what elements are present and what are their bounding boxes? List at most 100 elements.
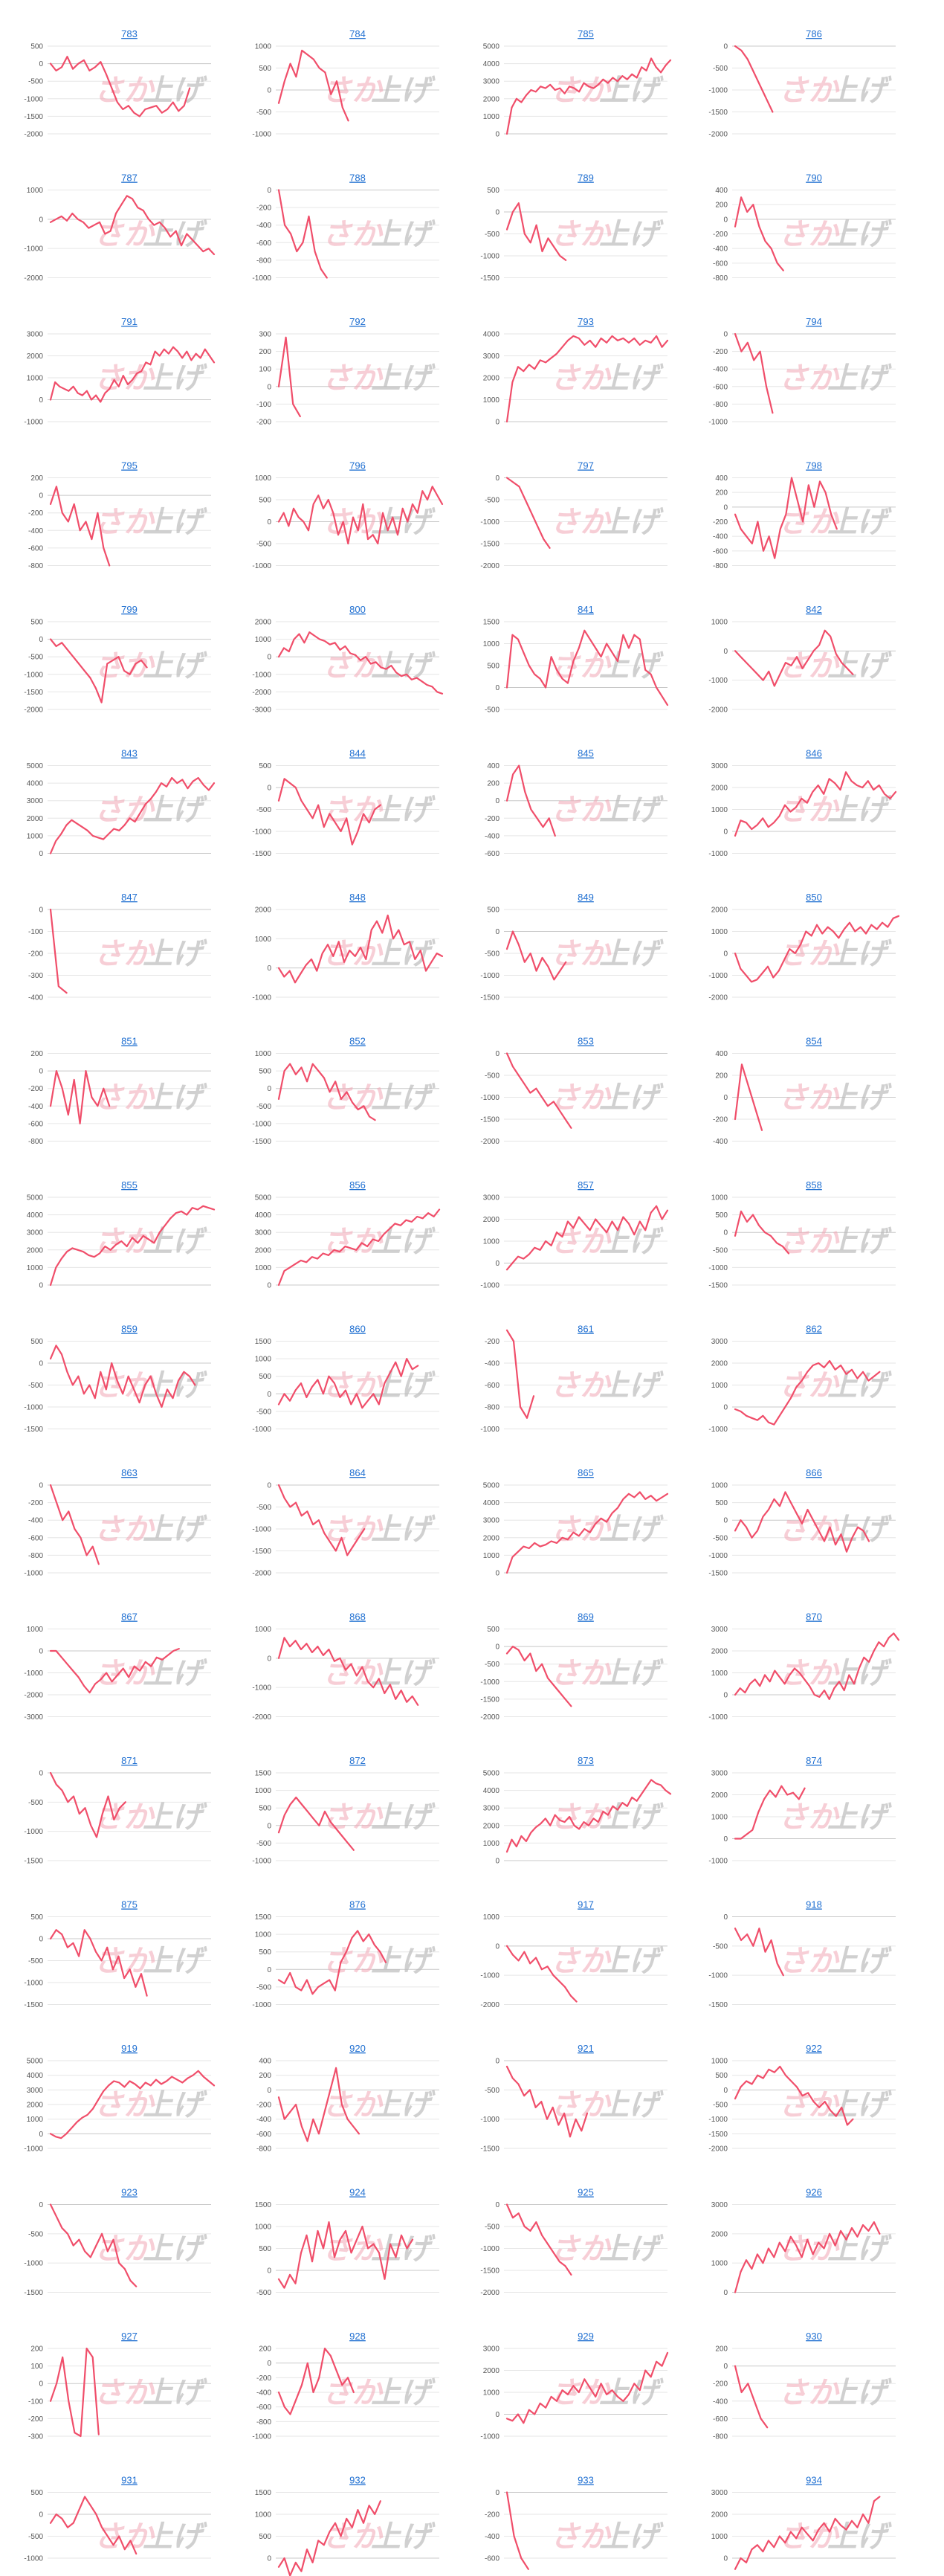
chart-title-link[interactable]: 843 (121, 748, 138, 759)
chart-title-link[interactable]: 873 (578, 1755, 594, 1766)
chart-title-link[interactable]: 791 (121, 316, 138, 327)
y-tick-label: 500 (259, 2245, 271, 2253)
chart-title-link[interactable]: 929 (578, 2331, 594, 2342)
y-tick-label: 1000 (711, 806, 728, 814)
chart-title-link[interactable]: 918 (806, 1899, 822, 1910)
chart-title-link[interactable]: 864 (349, 1467, 366, 1478)
chart-title-link[interactable]: 862 (806, 1324, 822, 1335)
y-tick-label: -500 (713, 1246, 728, 1255)
chart-title-link[interactable]: 794 (806, 316, 822, 327)
chart-title-link[interactable]: 845 (578, 748, 594, 759)
chart-title-link[interactable]: 872 (349, 1755, 366, 1766)
chart-title-link[interactable]: 861 (578, 1324, 594, 1335)
chart-title-link[interactable]: 925 (578, 2187, 594, 2198)
chart-title-link[interactable]: 874 (806, 1755, 822, 1766)
chart-title-link[interactable]: 923 (121, 2187, 138, 2198)
chart-title-link[interactable]: 931 (121, 2475, 138, 2486)
series-line (734, 1063, 763, 1131)
chart-title-link[interactable]: 796 (349, 460, 366, 471)
chart-title-link[interactable]: 844 (349, 748, 366, 759)
chart-title-link[interactable]: 795 (121, 460, 138, 471)
chart-title-link[interactable]: 860 (349, 1324, 366, 1335)
chart-title-link[interactable]: 792 (349, 316, 366, 327)
chart-title-link[interactable]: 917 (578, 1899, 594, 1910)
chart-title-link[interactable]: 858 (806, 1179, 822, 1191)
y-tick-label: 500 (259, 1948, 271, 1957)
series-line (734, 1632, 900, 1700)
chart-title-link[interactable]: 783 (121, 28, 138, 39)
y-tick-label: -2000 (480, 562, 500, 570)
chart-title-link[interactable]: 933 (578, 2475, 594, 2486)
chart-title-link[interactable]: 842 (806, 604, 822, 615)
chart-title-link[interactable]: 846 (806, 748, 822, 759)
chart-title-link[interactable]: 919 (121, 2043, 138, 2054)
y-tick-label: 4000 (483, 1499, 500, 1507)
y-tick-label: -800 (713, 401, 728, 409)
series-line (49, 638, 148, 703)
watermark-logo: さか (94, 2089, 155, 2122)
chart-title-link[interactable]: 793 (578, 316, 594, 327)
chart-title-link[interactable]: 924 (349, 2187, 366, 2198)
chart-title-link[interactable]: 857 (578, 1179, 594, 1191)
chart-title-link[interactable]: 786 (806, 28, 822, 39)
chart-title-link[interactable]: 868 (349, 1611, 366, 1623)
chart-title-link[interactable]: 859 (121, 1324, 138, 1335)
chart-title-link[interactable]: 854 (806, 1036, 822, 1047)
y-tick-label: -200 (256, 2102, 271, 2110)
chart-title-link[interactable]: 787 (121, 173, 138, 184)
y-tick-label: 0 (39, 1360, 43, 1368)
chart-title-link[interactable]: 850 (806, 892, 822, 903)
chart-title-link[interactable]: 876 (349, 1899, 366, 1910)
y-tick-label: 500 (30, 1913, 43, 1922)
y-tick-label: 2000 (711, 1648, 728, 1656)
chart-title-link[interactable]: 932 (349, 2475, 366, 2486)
y-tick-label: 0 (39, 492, 43, 500)
chart-title-link[interactable]: 797 (578, 460, 594, 471)
chart-title-link[interactable]: 867 (121, 1611, 138, 1623)
chart-title-link[interactable]: 790 (806, 173, 822, 184)
chart-title-link[interactable]: 852 (349, 1036, 366, 1047)
chart-title-link[interactable]: 871 (121, 1755, 138, 1766)
chart-title-link[interactable]: 922 (806, 2043, 822, 2054)
chart-title-link[interactable]: 788 (349, 173, 366, 184)
chart-title-link[interactable]: 870 (806, 1611, 822, 1623)
chart-title-link[interactable]: 800 (349, 604, 366, 615)
chart-title-link[interactable]: 851 (121, 1036, 138, 1047)
chart-title-link[interactable]: 865 (578, 1467, 594, 1478)
watermark-logo: 上げ (827, 2233, 892, 2266)
y-tick-label: 2000 (483, 2367, 500, 2375)
chart-title-link[interactable]: 798 (806, 460, 822, 471)
chart-title-link[interactable]: 856 (349, 1179, 366, 1191)
watermark-logo: 上げ (599, 1513, 664, 1546)
chart-title-link[interactable]: 926 (806, 2187, 822, 2198)
y-tick-label: 0 (495, 2058, 500, 2066)
chart-title-link[interactable]: 799 (121, 604, 138, 615)
chart-title-link[interactable]: 927 (121, 2331, 138, 2342)
chart-title-link[interactable]: 934 (806, 2475, 822, 2486)
chart-title-link[interactable]: 848 (349, 892, 366, 903)
chart-title-link[interactable]: 853 (578, 1036, 594, 1047)
chart-title-link[interactable]: 863 (121, 1467, 138, 1478)
chart-title-link[interactable]: 920 (349, 2043, 366, 2054)
chart-title-link[interactable]: 921 (578, 2043, 594, 2054)
chart-title-link[interactable]: 875 (121, 1899, 138, 1910)
chart-title-link[interactable]: 855 (121, 1179, 138, 1191)
chart-title-link[interactable]: 849 (578, 892, 594, 903)
chart-title-link[interactable]: 866 (806, 1467, 822, 1478)
chart-title-link[interactable]: 930 (806, 2331, 822, 2342)
watermark-logo: 上げ (827, 938, 892, 970)
chart-title-link[interactable]: 847 (121, 892, 138, 903)
watermark-logo: 上げ (143, 362, 207, 395)
chart-title-link[interactable]: 869 (578, 1611, 594, 1623)
series-line (734, 332, 774, 414)
chart-title-link[interactable]: 928 (349, 2331, 366, 2342)
chart-title-link[interactable]: 784 (349, 28, 366, 39)
watermark-logo: 上げ (371, 219, 436, 251)
chart-title-link[interactable]: 789 (578, 173, 594, 184)
chart-title-link[interactable]: 785 (578, 28, 594, 39)
y-tick-label: -200 (485, 815, 500, 823)
y-tick-label: 0 (495, 131, 500, 139)
chart-title-link[interactable]: 841 (578, 604, 594, 615)
